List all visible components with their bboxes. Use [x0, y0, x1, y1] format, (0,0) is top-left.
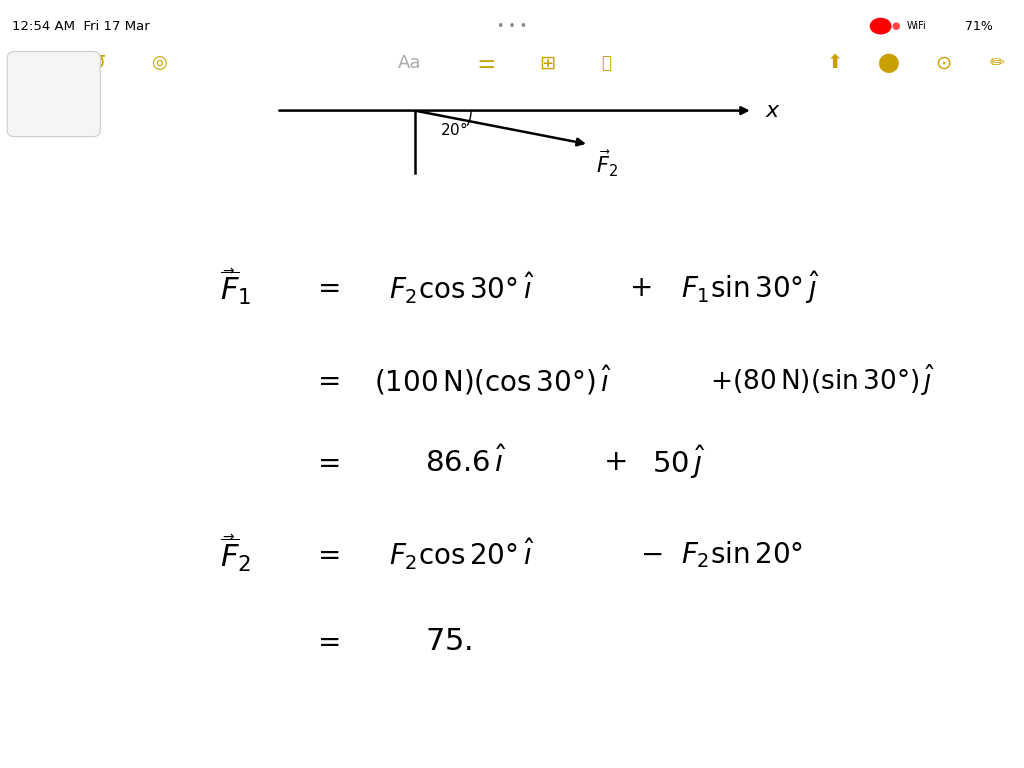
Text: $x$: $x$	[765, 100, 781, 121]
Text: $=$: $=$	[311, 366, 340, 394]
Text: ⬆: ⬆	[826, 54, 843, 72]
Text: $75.$: $75.$	[425, 626, 472, 657]
Text: $+$: $+$	[603, 449, 626, 476]
Text: $=$: $=$	[311, 449, 340, 476]
Text: ⬤: ⬤	[878, 53, 900, 73]
Text: Aa: Aa	[398, 54, 421, 72]
Text: ⊞: ⊞	[540, 54, 556, 72]
Text: • • •: • • •	[497, 20, 527, 32]
Text: ●: ●	[892, 21, 900, 31]
Text: $=$: $=$	[311, 627, 340, 655]
Text: $(100\,\mathrm{N})(\cos 30°)\,\hat{\imath}$: $(100\,\mathrm{N})(\cos 30°)\,\hat{\imat…	[374, 363, 611, 397]
Text: $=$: $=$	[311, 274, 340, 302]
Text: ⚌: ⚌	[477, 54, 496, 72]
Text: $86.6\,\hat{\imath}$: $86.6\,\hat{\imath}$	[425, 447, 507, 478]
Text: $=$: $=$	[311, 541, 340, 568]
Text: $20°$: $20°$	[440, 121, 468, 138]
Circle shape	[870, 18, 891, 34]
Text: 12:54 AM  Fri 17 Mar: 12:54 AM Fri 17 Mar	[12, 20, 151, 32]
Text: ⊙: ⊙	[935, 54, 951, 72]
Text: ✦: ✦	[18, 54, 34, 72]
Text: $F_2 \sin 20°$: $F_2 \sin 20°$	[681, 539, 803, 570]
Text: $\overline{F}_2$: $\overline{F}_2$	[220, 535, 252, 574]
Text: $F_2 \cos 20°\,\hat{\imath}$: $F_2 \cos 20°\,\hat{\imath}$	[389, 537, 535, 572]
Text: ✏: ✏	[990, 54, 1005, 72]
Text: $\rightarrow$: $\rightarrow$	[220, 530, 236, 544]
Text: $50\,\hat{\jmath}$: $50\,\hat{\jmath}$	[652, 444, 707, 481]
Text: WiFi: WiFi	[906, 21, 927, 31]
Text: $+$: $+$	[629, 274, 651, 302]
Text: $\!\!\vec{F}_2$: $\!\!\vec{F}_2$	[597, 148, 618, 179]
Text: $\overline{F}_1$: $\overline{F}_1$	[220, 269, 252, 307]
Text: $-$: $-$	[640, 541, 663, 568]
Text: $F_1 \sin 30°\,\hat{\jmath}$: $F_1 \sin 30°\,\hat{\jmath}$	[681, 270, 819, 306]
Text: $+(80\,\mathrm{N})(\sin 30°)\,\hat{\jmath}$: $+(80\,\mathrm{N})(\sin 30°)\,\hat{\jmat…	[710, 362, 935, 398]
Text: ◎: ◎	[151, 54, 167, 72]
FancyBboxPatch shape	[7, 51, 100, 137]
Text: 71%: 71%	[966, 20, 993, 32]
Text: $F_2 \cos 30°\,\hat{\imath}$: $F_2 \cos 30°\,\hat{\imath}$	[389, 270, 535, 306]
Text: ↺: ↺	[88, 53, 106, 73]
Text: $\rightarrow$: $\rightarrow$	[220, 263, 236, 277]
Text: 📷: 📷	[601, 54, 611, 72]
